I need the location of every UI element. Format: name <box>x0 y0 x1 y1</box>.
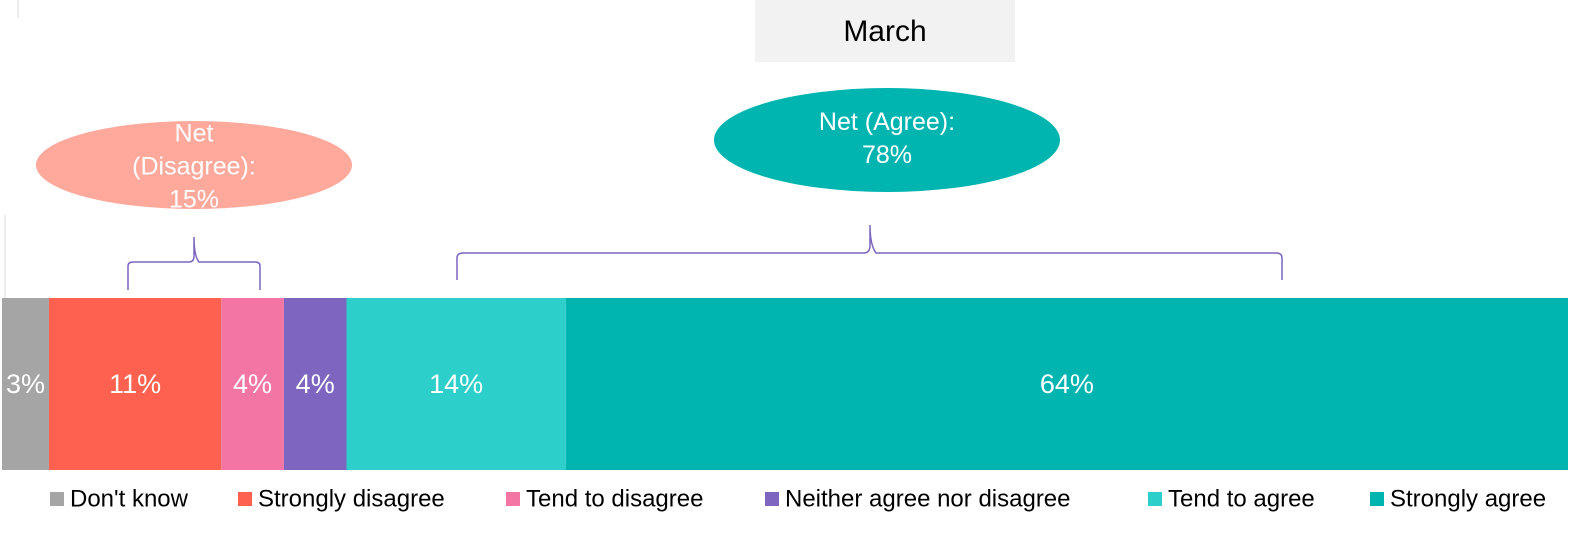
legend-label: Tend to agree <box>1168 485 1315 512</box>
title-box <box>755 0 1015 62</box>
bar-segment <box>565 298 1568 470</box>
legend-label: Strongly agree <box>1390 485 1546 512</box>
legend-label: Tend to disagree <box>526 485 703 512</box>
legend-swatch <box>1370 492 1384 506</box>
data-label: 4% <box>296 369 335 399</box>
bar-segment <box>221 298 284 470</box>
legend-label: Don't know <box>70 485 189 512</box>
data-label: 11% <box>109 369 161 399</box>
bar-segment <box>346 298 566 470</box>
legend-swatch <box>765 492 779 506</box>
legend-label: Strongly disagree <box>258 485 445 512</box>
annotation-text: 78% <box>862 141 912 169</box>
legend-swatch <box>506 492 520 506</box>
data-label: 64% <box>1040 369 1094 399</box>
annotation-text: Net (Agree): <box>819 108 955 136</box>
data-label: 3% <box>6 369 45 399</box>
bar-segment <box>283 298 347 470</box>
brace <box>127 236 261 290</box>
data-label: 4% <box>233 369 272 399</box>
annotation-text: 15% <box>169 186 219 214</box>
legend-swatch <box>50 492 64 506</box>
bar-segment <box>48 298 222 470</box>
annotation-text: Net <box>175 120 214 148</box>
data-label: 14% <box>429 369 483 399</box>
chart-title: March <box>843 15 926 48</box>
legend-swatch <box>1148 492 1162 506</box>
brace <box>456 224 1283 280</box>
annotation-bubble <box>714 88 1060 192</box>
bar-segment <box>2 298 49 470</box>
legend-swatch <box>238 492 252 506</box>
annotation-text: (Disagree): <box>132 153 256 181</box>
legend-label: Neither agree nor disagree <box>785 485 1071 512</box>
annotation-bubble <box>36 121 352 209</box>
